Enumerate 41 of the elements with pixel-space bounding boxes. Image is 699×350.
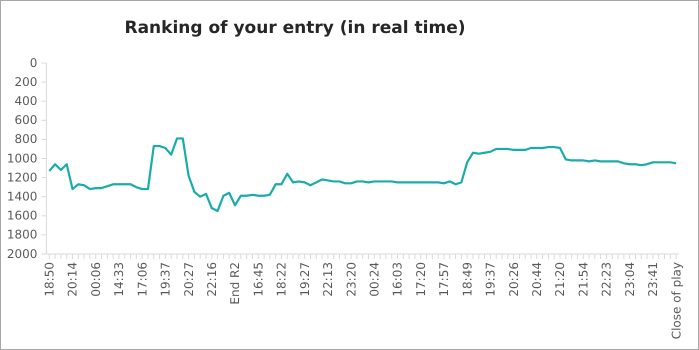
x-tick-label: 19:37	[158, 262, 173, 297]
x-tick-label: Close of play	[669, 262, 684, 340]
x-tick-label: 21:54	[576, 262, 590, 297]
x-tick-label: 18:49	[460, 262, 474, 297]
x-tick-label: 18:22	[274, 262, 289, 297]
y-tick-label: 1400	[6, 190, 38, 204]
y-tick-label: 1200	[6, 170, 38, 184]
x-tick-label: 17:20	[414, 262, 428, 297]
x-tick-label: 20:44	[530, 262, 544, 297]
y-tick-label: 400	[14, 94, 38, 108]
y-tick-label: 1000	[6, 151, 38, 166]
x-tick-label: 16:45	[251, 262, 266, 297]
x-tick-label: 20:14	[66, 262, 80, 297]
x-tick-label: 20:27	[182, 262, 196, 297]
y-tick-label: 200	[14, 74, 38, 89]
y-tick-label: 1600	[6, 208, 38, 223]
x-tick-label: 22:16	[205, 262, 220, 297]
x-tick-label: 16:03	[390, 262, 405, 297]
y-tick-label: 800	[14, 132, 38, 146]
x-tick-label: 17:06	[135, 262, 150, 297]
x-tick-label: 23:20	[344, 262, 358, 297]
x-tick-label: 00:06	[88, 262, 103, 297]
line-series	[48, 137, 678, 212]
x-tick-label: End R2	[228, 262, 242, 305]
chart-title: Ranking of your entry (in real time)	[124, 18, 466, 38]
x-tick-label: 20:26	[506, 262, 521, 297]
y-tick-label: 600	[14, 113, 38, 128]
x-tick-label: 18:50	[42, 262, 56, 297]
x-tick-label: 22:23	[600, 262, 614, 297]
x-tick-label: 23:04	[622, 262, 637, 297]
x-tick-label: 17:57	[437, 262, 452, 297]
x-tick-label: 00:24	[368, 262, 382, 297]
x-tick-label: 23:41	[646, 262, 660, 297]
y-tick-label: 1800	[6, 228, 38, 242]
x-tick-label: 14:33	[112, 262, 126, 297]
x-tick-label: 21:20	[553, 262, 568, 297]
y-tick-label: 0	[30, 56, 38, 70]
x-tick-label: 19:27	[298, 262, 312, 297]
x-tick-label: 22:13	[321, 262, 336, 297]
x-tick-label: 19:37	[484, 262, 498, 297]
y-tick-label: 2000	[6, 246, 38, 261]
